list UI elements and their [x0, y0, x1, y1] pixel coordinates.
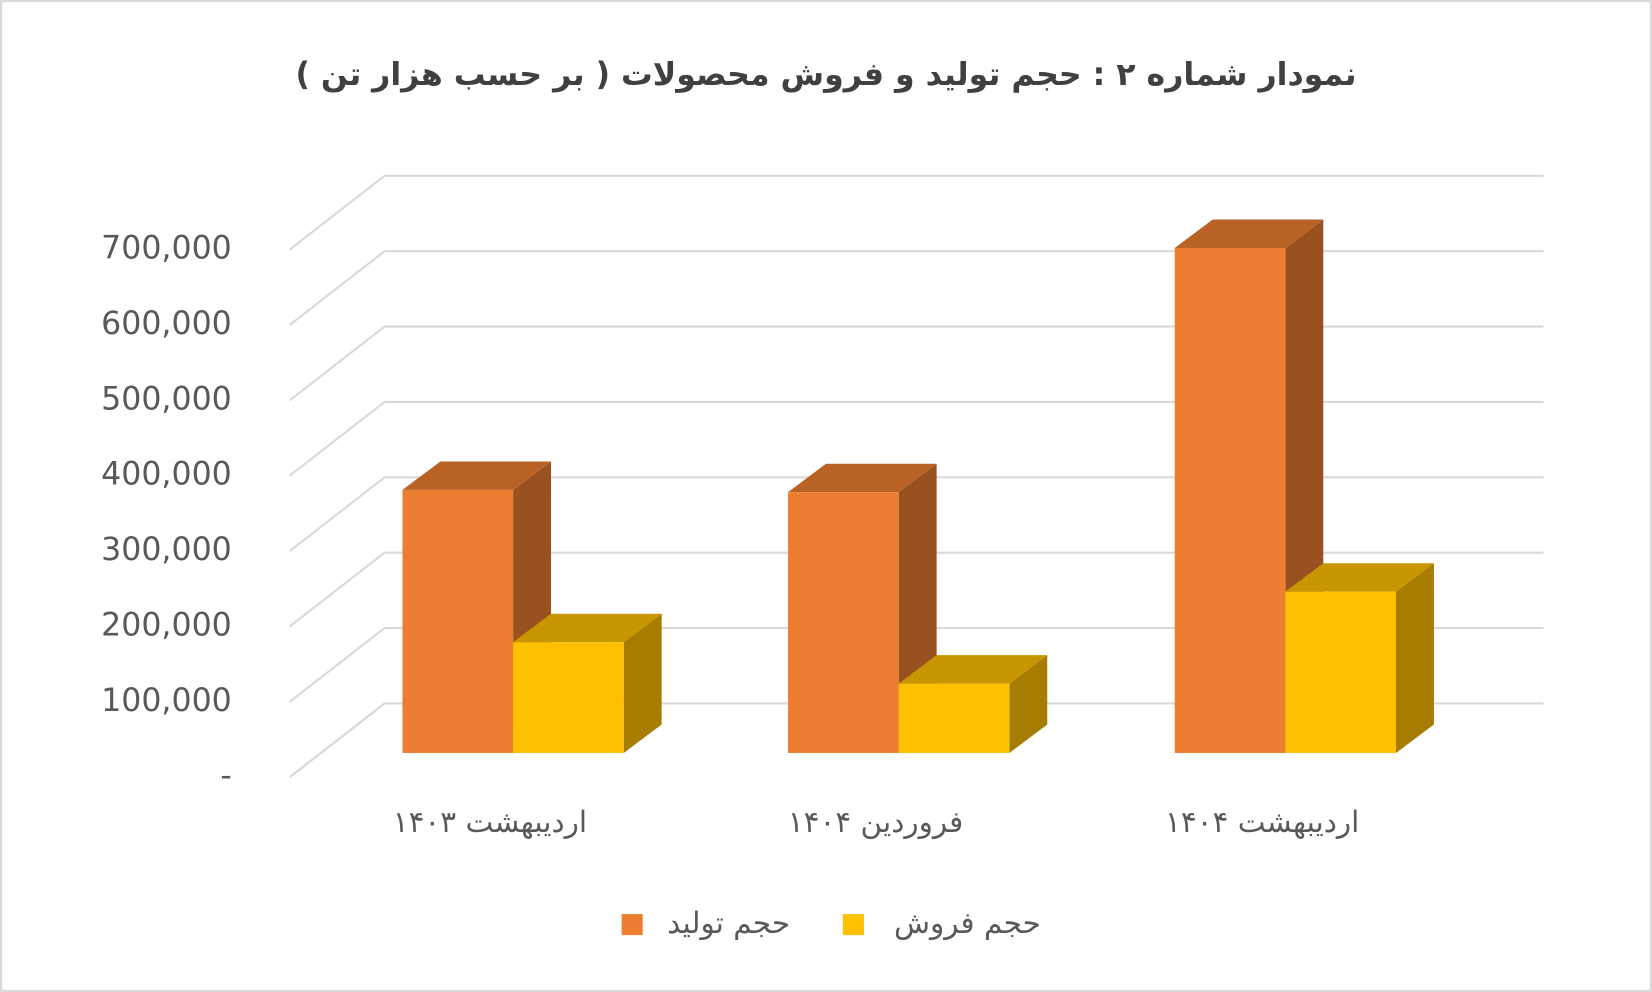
- y-tick-label: 600,000: [101, 306, 232, 342]
- grid-line: [289, 174, 1544, 251]
- bar: [788, 492, 899, 753]
- bar-side: [1009, 655, 1048, 753]
- grid-line: [289, 702, 1544, 779]
- y-tick-label: 300,000: [101, 532, 232, 568]
- bar-side: [623, 613, 662, 753]
- y-tick-label: 400,000: [101, 457, 232, 493]
- bar-top: [1285, 563, 1434, 592]
- y-tick-label: 700,000: [101, 231, 232, 267]
- bar: [402, 489, 514, 753]
- y-tick-label: 100,000: [101, 683, 232, 719]
- grid-line: [289, 325, 1544, 402]
- grid-line: [289, 627, 1544, 703]
- legend-swatch: [621, 914, 643, 936]
- bar-top: [513, 613, 662, 643]
- grid-line: [289, 400, 1544, 477]
- legend-swatch: [842, 914, 864, 936]
- bar: [898, 683, 1010, 753]
- x-tick-label: فروردین ۱۴۰۴: [788, 805, 963, 839]
- y-tick-label: -: [220, 758, 231, 794]
- y-tick-label: 500,000: [101, 381, 232, 417]
- bar-top: [788, 463, 937, 493]
- grid-line: [289, 476, 1544, 552]
- legend-label: حجم فروش: [894, 906, 1041, 941]
- bar-top: [402, 461, 552, 490]
- bar: [1174, 247, 1286, 753]
- y-tick-label: 200,000: [101, 607, 232, 643]
- bar: [513, 642, 624, 753]
- x-tick-label: اردیبهشت ۱۴۰۳: [393, 805, 587, 839]
- bar-side: [1395, 563, 1434, 753]
- bar-top: [1174, 219, 1324, 248]
- bar: [1285, 591, 1396, 753]
- legend-label: حجم تولید: [667, 906, 790, 941]
- grid-line: [289, 551, 1544, 628]
- grid-line: [289, 250, 1544, 326]
- chart-title: نمودار شماره ۲ : حجم تولید و فروش محصولا…: [295, 57, 1356, 93]
- x-tick-label: اردیبهشت ۱۴۰۴: [1165, 805, 1359, 839]
- bar-top: [898, 655, 1048, 684]
